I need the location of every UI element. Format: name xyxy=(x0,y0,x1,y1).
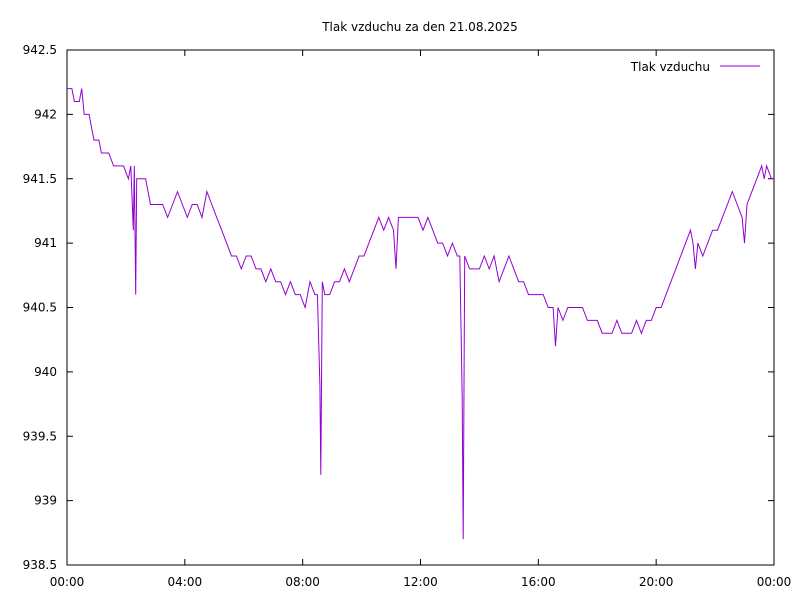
y-tick-label: 941.5 xyxy=(23,172,57,186)
x-axis: 00:00 04:00 08:00 12:00 16:00 20:00 00:00 xyxy=(50,50,792,589)
x-tick-label: 16:00 xyxy=(521,575,556,589)
plot-frame xyxy=(66,49,775,566)
x-tick-label: 08:00 xyxy=(285,575,320,589)
y-tick-label: 939.5 xyxy=(23,429,57,443)
x-tick-label: 00:00 xyxy=(757,575,792,589)
y-tick-label: 941 xyxy=(34,236,57,250)
chart-title: Tlak vzduchu za den 21.08.2025 xyxy=(321,20,518,34)
x-tick-label: 12:00 xyxy=(403,575,438,589)
x-tick-label: 00:00 xyxy=(50,575,85,589)
series-line-tlak-vzduchu xyxy=(67,88,774,540)
legend-label: Tlak vzduchu xyxy=(630,60,710,74)
legend: Tlak vzduchu xyxy=(630,60,760,74)
x-tick-label: 20:00 xyxy=(639,575,674,589)
x-tick-label: 04:00 xyxy=(168,575,203,589)
y-tick-label: 940 xyxy=(34,365,57,379)
y-tick-label: 938.5 xyxy=(23,558,57,572)
y-tick-label: 942.5 xyxy=(23,43,57,57)
y-tick-label: 940.5 xyxy=(23,301,57,315)
y-tick-label: 939 xyxy=(34,494,57,508)
y-axis: 938.5 939 939.5 940 940.5 941 941.5 942 942.5 xyxy=(23,43,774,572)
y-tick-label: 942 xyxy=(34,107,57,121)
